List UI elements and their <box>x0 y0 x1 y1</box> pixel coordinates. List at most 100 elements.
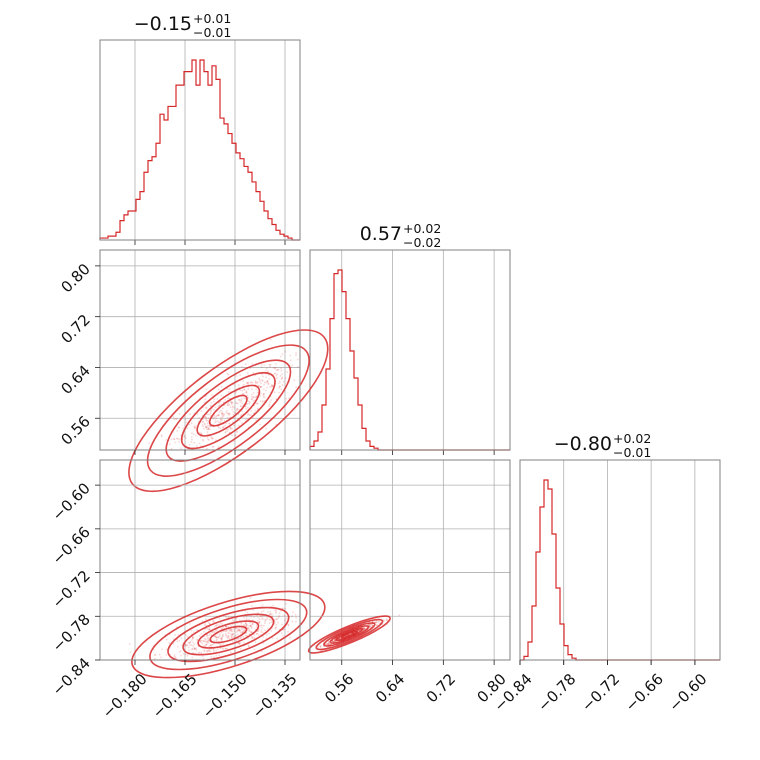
sample-point <box>230 625 232 627</box>
sample-point <box>236 627 239 630</box>
density-contour <box>196 384 261 437</box>
sample-point <box>219 622 222 624</box>
sample-point <box>206 413 209 416</box>
sample-point <box>184 644 187 647</box>
sample-point <box>229 628 232 631</box>
x-tick-label: 0.72 <box>423 670 459 706</box>
sample-point <box>268 613 271 616</box>
sample-point <box>206 424 209 427</box>
sample-point <box>327 643 330 646</box>
sample-point <box>211 446 214 448</box>
sample-point <box>193 631 195 634</box>
sample-point <box>197 651 200 654</box>
sample-point <box>205 641 208 643</box>
sample-point <box>277 617 279 620</box>
sample-point <box>187 646 190 649</box>
sample-point <box>200 633 203 635</box>
sample-point <box>263 396 266 399</box>
sample-point <box>241 630 244 633</box>
sample-point <box>252 400 255 402</box>
sample-point <box>208 424 211 427</box>
sample-point <box>242 627 244 629</box>
sample-point <box>274 363 277 365</box>
sample-point <box>221 415 224 418</box>
sample-point <box>338 637 341 640</box>
sample-point <box>249 631 252 633</box>
sample-point <box>220 385 223 388</box>
sample-point <box>275 612 277 614</box>
density-panel-0-1 <box>128 329 329 493</box>
sample-point <box>217 636 220 639</box>
y-tick-label: 0.56 <box>57 412 93 448</box>
sample-point <box>260 382 262 384</box>
sample-point <box>235 375 238 377</box>
sample-point <box>273 366 276 369</box>
density-contour <box>323 622 376 647</box>
sample-point <box>257 407 259 410</box>
sample-point <box>238 398 241 401</box>
sample-point <box>248 629 251 631</box>
sample-point <box>358 629 360 632</box>
density-contour <box>128 329 329 493</box>
sample-point <box>214 420 217 422</box>
sample-point <box>332 640 335 643</box>
sample-point <box>220 631 223 634</box>
sample-point <box>258 618 261 621</box>
sample-point <box>324 643 327 646</box>
sample-point <box>225 625 228 628</box>
sample-point <box>193 426 196 429</box>
sample-point <box>262 393 265 396</box>
sample-point <box>240 627 243 629</box>
sample-point <box>215 654 218 657</box>
sample-point <box>212 643 214 646</box>
sample-point <box>202 425 205 428</box>
sample-point <box>253 634 256 636</box>
sample-point <box>225 422 227 425</box>
sample-point <box>240 400 243 403</box>
sample-point <box>265 427 267 430</box>
sample-point <box>272 604 275 607</box>
sample-point <box>348 633 351 636</box>
sample-point <box>246 403 249 405</box>
sample-point <box>334 640 337 642</box>
sample-point <box>285 617 288 620</box>
sample-point <box>198 442 201 445</box>
sample-point <box>326 642 328 645</box>
sample-point <box>279 609 282 612</box>
sample-point <box>235 631 238 633</box>
sample-point <box>238 642 241 645</box>
sample-point <box>218 404 221 407</box>
sample-point <box>232 636 235 638</box>
sample-point <box>217 405 220 408</box>
sample-point <box>255 388 258 391</box>
sample-point <box>277 616 280 618</box>
sample-point <box>222 635 224 638</box>
sample-point <box>291 620 294 623</box>
sample-point <box>375 624 378 627</box>
density-contour <box>329 625 370 644</box>
sample-point <box>274 372 277 375</box>
sample-point <box>206 436 209 439</box>
sample-point <box>284 620 286 622</box>
sample-point <box>194 427 197 430</box>
sample-point <box>237 630 240 632</box>
sample-point <box>235 627 238 630</box>
sample-point <box>255 632 258 635</box>
sample-point <box>250 414 253 417</box>
sample-point <box>214 634 217 637</box>
sample-point <box>165 648 168 651</box>
sample-point <box>203 639 205 642</box>
sample-point <box>276 637 279 640</box>
sample-point <box>203 649 206 652</box>
sample-point <box>234 613 237 616</box>
sample-point <box>265 381 267 384</box>
sample-point <box>222 412 225 415</box>
sample-point <box>256 381 259 384</box>
sample-point <box>222 427 225 429</box>
sample-point <box>205 426 208 429</box>
sample-point <box>295 354 297 356</box>
sample-point <box>204 640 207 643</box>
sample-point <box>260 617 263 620</box>
sample-point <box>270 399 273 401</box>
sample-point <box>212 445 215 448</box>
